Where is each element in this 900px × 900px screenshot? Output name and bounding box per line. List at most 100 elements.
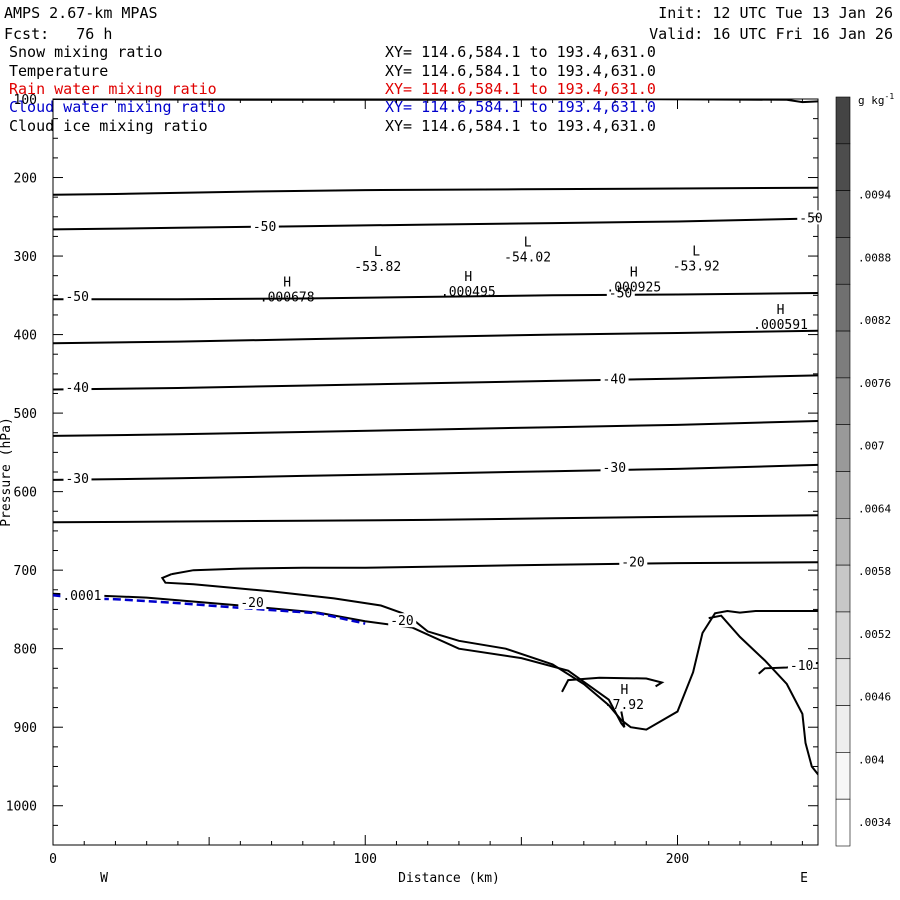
extremum-value: .000678 [260,291,315,306]
colorbar-level: .0064 [858,502,891,515]
y-tick-label: 900 [14,721,37,736]
colorbar-level: .0046 [858,691,891,704]
contour-label-bg [619,554,648,569]
contour-label-bg [63,379,92,394]
contour-label: -50 [253,220,276,235]
contour-label: -30 [603,461,626,476]
x-tick-label: 100 [354,852,377,867]
contour-label-bg [797,210,826,225]
contour-label-bg [600,460,629,475]
init-time: Init: 12 UTC Tue 13 Jan 26 [658,4,893,22]
colorbar-swatch [835,377,851,425]
contour-line [53,463,818,481]
x-tick-label: 0 [49,852,57,867]
colorbar-level: .0076 [858,377,891,390]
field-xy: XY= 114.6,584.1 to 193.4,631.0 [385,117,656,135]
y-tick-label: 300 [14,250,37,265]
contour-line [53,292,818,301]
contour-label: -50 [65,290,88,305]
contour-label: -10 [790,659,813,674]
contour-label-bg [238,595,267,610]
contour-label-bg [63,471,92,486]
extremum-marker: H [630,265,638,280]
contour-line [53,514,818,524]
extremum-value: -53.82 [354,260,401,275]
colorbar-swatch [835,611,851,660]
contour-line [53,329,818,345]
contour-label-bg [600,371,629,386]
y-tick-label: 1000 [6,800,37,815]
extremum-marker: L [374,245,382,260]
contour-label-bg [388,613,417,628]
colorbar-swatch [835,798,851,847]
colorbar-swatch [835,330,851,379]
extremum-value: .000591 [753,318,808,333]
colorbar-level: .004 [858,753,885,766]
contour-label-bg [63,288,92,303]
contour-line [561,676,665,693]
contour-label: -20 [390,614,413,629]
contour-label: -20 [240,596,263,611]
colorbar-swatch [835,424,851,472]
y-tick-label: 200 [14,172,37,187]
field-xy: XY= 114.6,584.1 to 193.4,631.0 [385,98,656,116]
valid-time: Valid: 16 UTC Fri 16 Jan 26 [649,25,893,43]
contour-label: -50 [799,211,822,226]
colorbar-swatch [835,705,851,753]
x-axis-label: Distance (km) [398,871,500,886]
field-xy: XY= 114.6,584.1 to 193.4,631.0 [385,43,656,61]
colorbar-swatch [835,237,851,285]
y-tick-label: 100 [14,93,37,108]
colorbar-swatch [835,658,851,706]
colorbar-level: .0058 [858,565,891,578]
contour-line [160,573,818,731]
contour-label: -50 [609,287,632,302]
east-label: E [800,871,808,886]
contour-line [53,217,818,231]
colorbar: g kg-1 .0094 .0088 .0082 .0076 .007 .0064 .005… [835,92,894,847]
contour-label: -30 [65,472,88,487]
colorbar-swatch [835,564,851,613]
contour-label: -20 [621,555,644,570]
x-axis: 0 100 200 [49,99,803,867]
colorbar-level: .0082 [858,314,891,327]
colorbar-swatch [835,96,851,145]
y-axis: 100 200 300 400 500 600 700 800 900 1000 [6,93,818,826]
model-title: AMPS 2.67-km MPAS [4,4,158,22]
colorbar-swatch [835,752,851,800]
colorbar-level: .0034 [858,816,891,829]
colorbar-level: .0052 [858,628,891,641]
west-label: W [100,871,108,886]
colorbar-swatch [835,471,851,519]
colorbar-swatch [835,190,851,238]
contour-line [53,374,818,391]
colorbar-level: .007 [858,440,885,453]
contour-line [53,420,818,437]
extremum-value: .000495 [441,285,496,300]
extremum-marker: H [620,683,628,698]
contour-labels: -50 -50 -50 -50 -40 -40 -30 -30 -20 -20 -20 -10 .000… [60,210,826,674]
extremum-value: -54.02 [504,251,551,266]
colorbar-level: .0088 [858,251,891,264]
y-tick-label: 400 [14,329,37,344]
contour-label: -40 [603,372,626,387]
field-name: Cloud water mixing ratio [9,98,226,116]
y-tick-label: 700 [14,564,37,579]
colorbar-swatch [835,518,851,566]
y-tick-label: 800 [14,643,37,658]
extremum-marker: L [524,236,532,251]
field-legend: Snow mixing ratio XY= 114.6,584.1 to 193… [9,43,656,135]
extremum-value: -53.92 [673,259,720,274]
forecast-hour: Fcst: 76 h [4,25,112,43]
contour-line [708,614,818,776]
contour-label: .0001 [62,589,101,604]
extremum-marker: L [692,244,700,259]
contour-label: -40 [65,381,88,396]
contour-label-bg [60,588,105,603]
colorbar-swatch [835,283,851,332]
colorbar-level: .0094 [858,189,891,202]
plot-frame [52,98,819,846]
y-tick-label: 500 [14,407,37,422]
extremum-value: .000925 [606,280,661,295]
y-tick-label: 600 [14,486,37,501]
